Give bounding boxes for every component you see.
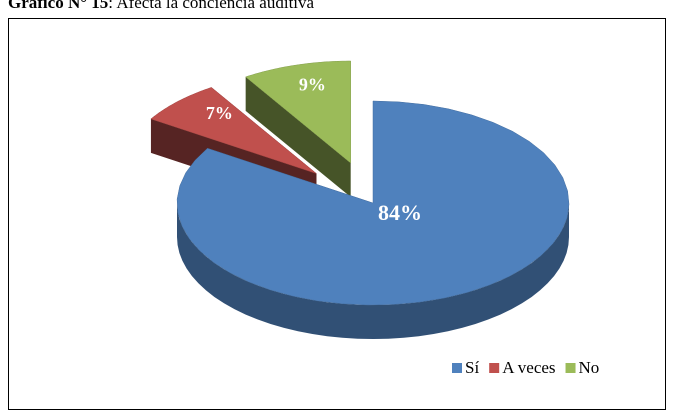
title-prefix: Gráfico N° 15	[8, 0, 108, 12]
slice-cut-face	[245, 76, 351, 198]
data-label: 7%	[206, 103, 233, 123]
legend-label: Sí	[465, 358, 479, 377]
chart-frame	[8, 18, 666, 410]
data-label: 84%	[378, 200, 422, 225]
legend-label: A veces	[502, 358, 555, 377]
legend-swatch	[452, 363, 462, 373]
slice	[176, 100, 570, 306]
data-label: 9%	[299, 75, 326, 95]
title-text: : Afecta la conciencia auditiva	[108, 0, 314, 12]
slice	[150, 87, 317, 174]
pie: 84% 7% 9%	[150, 60, 570, 339]
chart-title: Gráfico N° 15: Afecta la conciencia audi…	[8, 0, 315, 12]
legend-swatch	[489, 363, 500, 373]
slice	[245, 60, 351, 164]
legend: Sí A veces No	[452, 358, 599, 377]
slice-side	[177, 203, 569, 339]
legend-label: No	[579, 358, 600, 377]
legend-swatch	[565, 363, 576, 373]
